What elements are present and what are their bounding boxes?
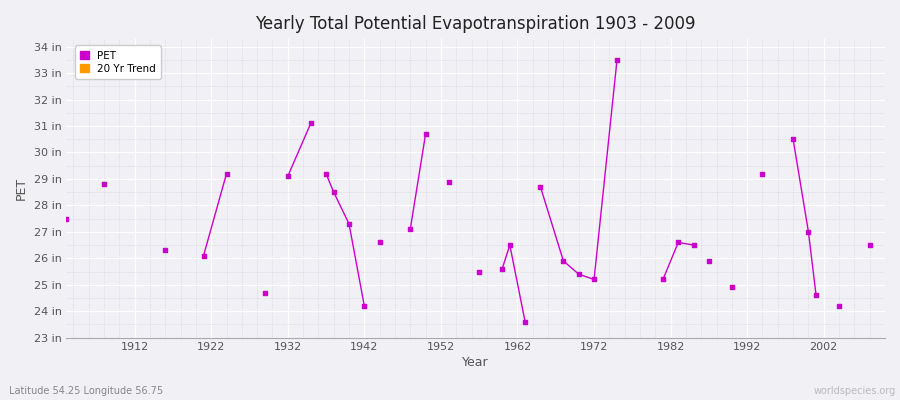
Point: [319, 170, 333, 177]
Point: [472, 268, 486, 275]
Point: [357, 303, 372, 309]
Point: [257, 290, 272, 296]
Point: [158, 247, 173, 254]
Point: [303, 120, 318, 126]
Point: [832, 303, 846, 309]
Point: [801, 229, 815, 235]
Point: [373, 239, 387, 246]
Point: [418, 131, 433, 137]
Point: [533, 184, 547, 190]
Text: Latitude 54.25 Longitude 56.75: Latitude 54.25 Longitude 56.75: [9, 386, 163, 396]
Point: [441, 178, 455, 185]
Point: [556, 258, 571, 264]
Y-axis label: PET: PET: [15, 177, 28, 200]
Point: [702, 258, 716, 264]
Point: [610, 57, 625, 63]
Title: Yearly Total Potential Evapotranspiration 1903 - 2009: Yearly Total Potential Evapotranspiratio…: [255, 15, 696, 33]
Point: [327, 189, 341, 195]
X-axis label: Year: Year: [462, 356, 489, 369]
Legend: PET, 20 Yr Trend: PET, 20 Yr Trend: [75, 46, 161, 79]
Point: [572, 271, 586, 277]
Point: [518, 318, 532, 325]
Point: [587, 276, 601, 283]
Point: [755, 170, 770, 177]
Point: [809, 292, 824, 298]
Point: [342, 221, 356, 227]
Point: [58, 216, 73, 222]
Point: [502, 242, 517, 248]
Point: [687, 242, 701, 248]
Point: [97, 181, 112, 188]
Point: [281, 173, 295, 180]
Point: [786, 136, 800, 142]
Point: [220, 170, 234, 177]
Point: [671, 239, 686, 246]
Point: [196, 252, 211, 259]
Point: [724, 284, 739, 291]
Point: [862, 242, 877, 248]
Point: [656, 276, 670, 283]
Text: worldspecies.org: worldspecies.org: [814, 386, 896, 396]
Point: [403, 226, 418, 232]
Point: [495, 266, 509, 272]
